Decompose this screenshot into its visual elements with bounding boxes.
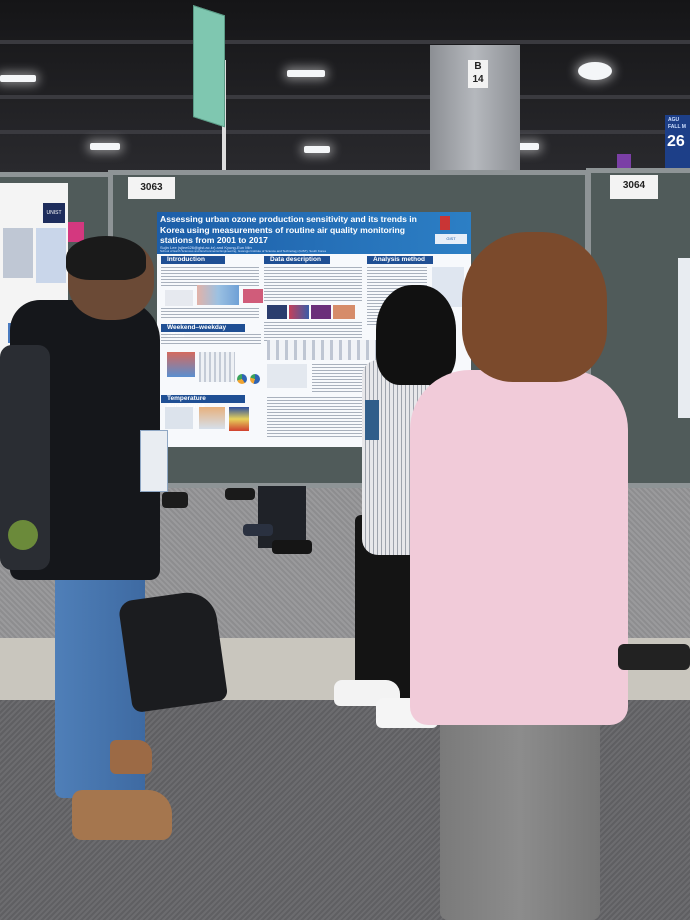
poster-figure	[267, 364, 307, 388]
ceiling-beam	[0, 40, 690, 44]
shoe	[162, 492, 188, 508]
poster-text-block	[264, 267, 362, 303]
ceiling-light	[515, 143, 539, 150]
banner-small-text: AGU FALL M	[668, 117, 686, 130]
banner: AGU FALL M 26	[665, 115, 690, 170]
banner-purple	[617, 154, 631, 168]
poster-figure	[167, 352, 195, 377]
poster-header: Assessing urban ozone production sensiti…	[157, 212, 471, 254]
hanging-sign	[193, 5, 225, 128]
floor-cable-cover	[618, 644, 690, 670]
poster-figure	[199, 352, 235, 382]
ceiling-light	[304, 146, 330, 153]
poster-figure	[289, 305, 309, 319]
section-temperature: Temperature dependence	[161, 395, 245, 410]
pink-sweater	[410, 370, 628, 725]
poster-figure	[243, 289, 263, 303]
section-analysis-method: Analysis method	[367, 256, 433, 264]
poster-figure	[165, 290, 193, 306]
man-boot	[110, 740, 152, 774]
board-number-tag: 3063	[128, 177, 175, 199]
poster-right-edge	[678, 258, 690, 418]
background-person-legs	[258, 486, 306, 548]
poster-figure	[36, 228, 66, 283]
board-number-tag: 3064	[610, 175, 658, 199]
poster-figure	[197, 285, 239, 305]
shoe	[243, 524, 273, 536]
poster-title: Assessing urban ozone production sensiti…	[160, 214, 417, 245]
poster-affiliation: School of Earth Sciences and Environment…	[160, 249, 326, 253]
man-boot	[72, 790, 172, 840]
section-data-description: Data description	[264, 256, 330, 264]
poster-figure	[267, 340, 407, 360]
poster-text-block	[161, 334, 261, 346]
poster-pie-figure	[250, 374, 260, 384]
unist-logo: UNIST	[43, 203, 65, 223]
banner-number: 26	[667, 133, 685, 150]
poster-text-block	[267, 397, 372, 437]
ceiling-light	[287, 70, 325, 77]
man-hair	[66, 236, 146, 280]
ceiling-beam	[0, 130, 690, 134]
section-weekend-weekday: Weekend–weekday effect	[161, 324, 245, 339]
poster-colorbar	[229, 407, 249, 431]
gray-trousers	[440, 700, 600, 920]
ceiling-beam	[0, 95, 690, 99]
gist-logo: GIST	[435, 234, 467, 244]
ceiling-spotlight	[578, 62, 612, 80]
poster-figure	[267, 305, 287, 319]
poster-logo-icon	[440, 216, 450, 230]
section-introduction: Introduction	[161, 256, 225, 264]
poster-figure	[165, 407, 193, 429]
black-bag	[117, 588, 229, 714]
ceiling-light	[90, 143, 120, 150]
poster-figure	[333, 305, 355, 319]
poster-text-block	[161, 308, 259, 320]
shoe	[225, 488, 255, 500]
poster-figure	[3, 228, 33, 278]
poster-figure	[311, 305, 331, 319]
poster-text-block	[264, 322, 362, 342]
ceiling-light	[0, 75, 36, 82]
woman-hair-brown	[462, 232, 607, 382]
poster-authors: Sujin Lee (sjlee626@gist.ac.kr) and Kyun…	[160, 245, 252, 250]
name-badge	[140, 430, 168, 492]
badge-lanyard	[365, 400, 379, 440]
shoe	[272, 540, 312, 554]
pink-sticker	[68, 222, 84, 242]
poster-text-block	[161, 267, 259, 287]
poster-figure	[199, 407, 225, 429]
booth-sign: B 14	[468, 60, 488, 88]
woman-hair	[376, 285, 456, 385]
green-bottle	[8, 520, 38, 550]
ceiling	[0, 0, 690, 175]
poster-pie-figure	[237, 374, 247, 384]
